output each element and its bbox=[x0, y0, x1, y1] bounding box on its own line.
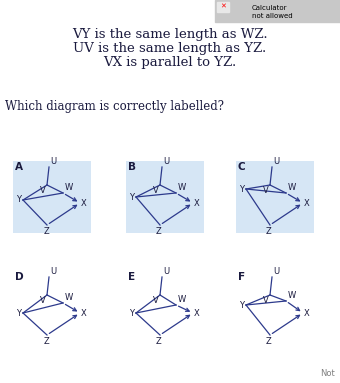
Text: A: A bbox=[15, 162, 23, 172]
Text: W: W bbox=[288, 183, 296, 192]
Text: X: X bbox=[81, 308, 87, 318]
Text: W: W bbox=[65, 293, 73, 302]
Text: Z: Z bbox=[43, 227, 49, 236]
Text: X: X bbox=[81, 198, 87, 208]
Text: V: V bbox=[40, 296, 46, 305]
Text: Y: Y bbox=[16, 195, 21, 205]
Bar bbox=[217, 2, 229, 12]
Text: Z: Z bbox=[43, 337, 49, 346]
Text: E: E bbox=[128, 272, 135, 282]
Text: U: U bbox=[50, 267, 56, 276]
Text: X: X bbox=[194, 308, 200, 318]
Bar bbox=[215, 0, 340, 22]
Text: U: U bbox=[273, 157, 279, 166]
Text: X: X bbox=[194, 198, 200, 208]
Text: W: W bbox=[288, 291, 296, 300]
Text: U: U bbox=[163, 157, 169, 166]
Bar bbox=[236, 161, 314, 233]
Text: V: V bbox=[263, 296, 269, 305]
Text: Y: Y bbox=[239, 301, 244, 309]
Text: Which diagram is correctly labelled?: Which diagram is correctly labelled? bbox=[5, 100, 224, 113]
Text: ✕: ✕ bbox=[220, 4, 226, 10]
Text: U: U bbox=[163, 267, 169, 276]
Text: Calculator: Calculator bbox=[252, 5, 288, 11]
Text: Not: Not bbox=[320, 369, 335, 378]
Text: W: W bbox=[178, 183, 186, 192]
Bar bbox=[13, 161, 91, 233]
Text: W: W bbox=[178, 295, 186, 304]
Text: UV is the same length as YZ.: UV is the same length as YZ. bbox=[73, 42, 267, 55]
Text: W: W bbox=[65, 183, 73, 192]
Text: X: X bbox=[304, 308, 310, 318]
Text: V: V bbox=[153, 296, 159, 305]
Text: Y: Y bbox=[16, 308, 21, 318]
Text: Z: Z bbox=[266, 337, 272, 346]
Bar bbox=[126, 161, 204, 233]
Text: Y: Y bbox=[129, 308, 134, 318]
Text: V: V bbox=[263, 186, 269, 195]
Text: U: U bbox=[50, 157, 56, 166]
Text: Z: Z bbox=[156, 227, 162, 236]
Text: V: V bbox=[153, 186, 159, 195]
Text: V: V bbox=[40, 186, 46, 195]
Text: Y: Y bbox=[239, 185, 244, 193]
Text: VY is the same length as WZ.: VY is the same length as WZ. bbox=[72, 28, 268, 41]
Text: B: B bbox=[128, 162, 136, 172]
Text: Z: Z bbox=[266, 227, 272, 236]
Text: F: F bbox=[238, 272, 245, 282]
Text: D: D bbox=[15, 272, 23, 282]
Text: VX is parallel to YZ.: VX is parallel to YZ. bbox=[103, 56, 237, 69]
Text: C: C bbox=[238, 162, 245, 172]
Text: U: U bbox=[273, 267, 279, 276]
Text: X: X bbox=[304, 198, 310, 208]
Text: Y: Y bbox=[129, 193, 134, 201]
Text: Z: Z bbox=[156, 337, 162, 346]
Text: not allowed: not allowed bbox=[252, 13, 293, 19]
